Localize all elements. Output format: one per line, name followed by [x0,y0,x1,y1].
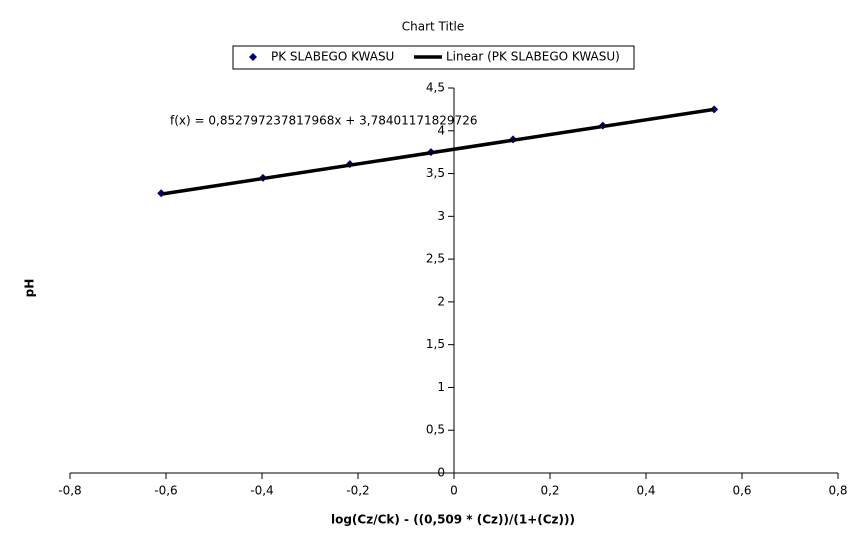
chart-title: Chart Title [402,20,465,34]
legend-label: PK SLABEGO KWASU [271,50,394,64]
legend-box [232,45,635,70]
x-tick-label: -0,8 [58,484,81,498]
x-tick-label: 0 [450,484,458,498]
legend-marker [249,53,257,61]
trendline-equation: f(x) = 0,852797237817968x + 3,7840117182… [170,114,477,128]
y-tick-label: 2 [437,294,445,308]
x-tick-label: 0,8 [828,484,847,498]
y-tick-label: 1,5 [426,337,445,351]
x-tick-label: 0,6 [732,484,751,498]
x-axis-label: log(Cz/Ck) - ((0,509 * (Cz))/(1+(Cz))) [331,513,575,527]
x-tick-label: 0,4 [636,484,655,498]
x-tick-label: -0,2 [346,484,369,498]
x-tick-label: -0,6 [154,484,177,498]
y-tick-label: 3 [437,209,445,223]
y-tick-label: 4 [437,123,445,137]
y-tick-label: 1 [437,380,445,394]
y-tick-label: 4,5 [426,81,445,95]
y-tick-label: 0,5 [426,423,445,437]
y-tick-label: 3,5 [426,166,445,180]
y-tick-label: 0 [437,466,445,480]
y-axis-label: pH [23,279,37,298]
x-tick-label: -0,4 [250,484,273,498]
legend-label: Linear (PK SLABEGO KWASU) [446,50,620,64]
x-tick-label: 0,2 [540,484,559,498]
y-tick-label: 2,5 [426,252,445,266]
trendline [160,107,715,196]
